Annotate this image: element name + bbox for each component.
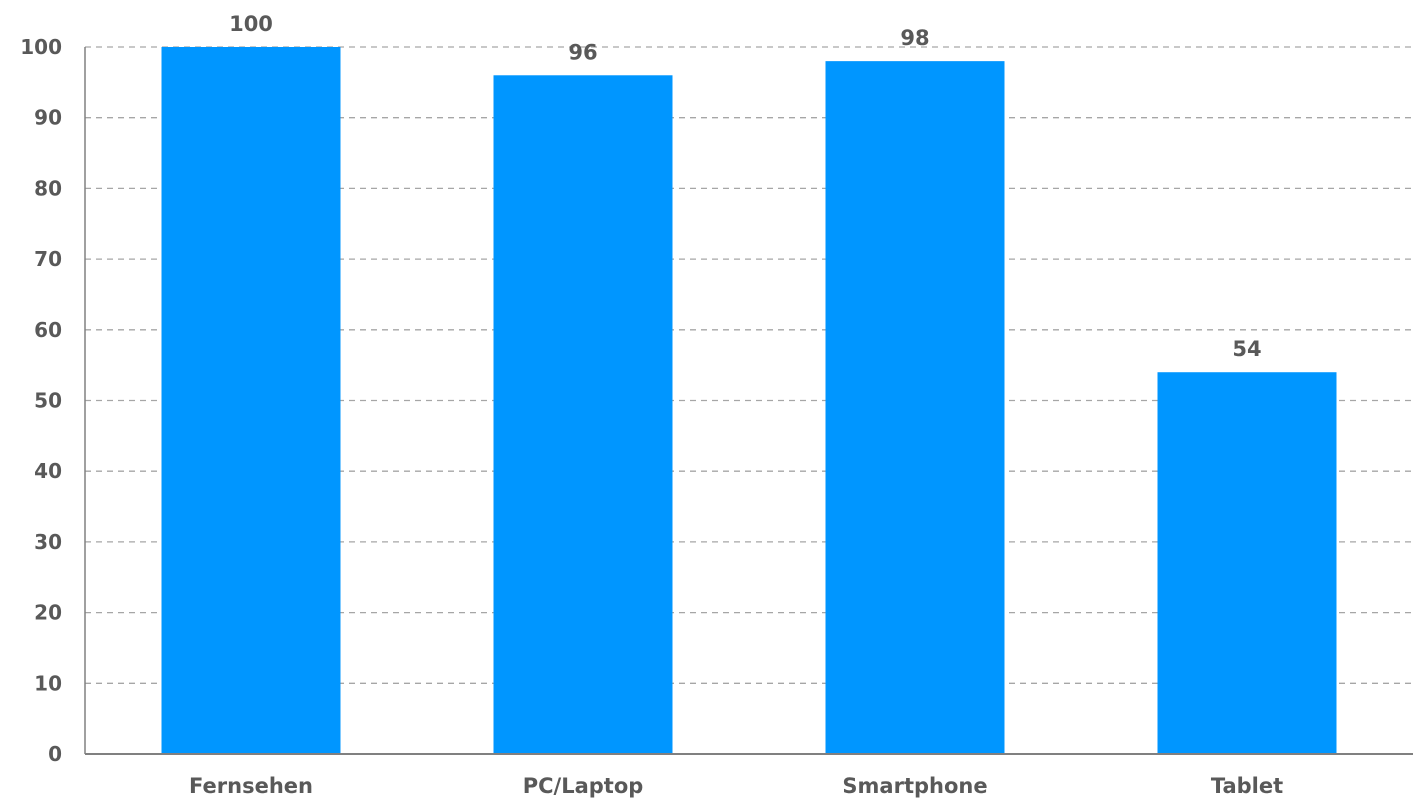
bar <box>493 75 673 754</box>
bar <box>825 61 1005 754</box>
y-tick-label: 50 <box>34 389 62 413</box>
y-tick-label: 20 <box>34 601 62 625</box>
x-tick-label: PC/Laptop <box>523 774 644 798</box>
data-label: 54 <box>1232 337 1261 361</box>
y-tick-label: 40 <box>34 459 62 483</box>
y-tick-label: 90 <box>34 106 62 130</box>
y-tick-label: 0 <box>48 742 62 766</box>
data-label: 96 <box>568 40 597 64</box>
x-tick-label: Tablet <box>1211 774 1283 798</box>
data-label: 100 <box>229 12 273 36</box>
y-tick-label: 10 <box>34 671 62 695</box>
y-tick-label: 60 <box>34 318 62 342</box>
bar <box>161 47 341 754</box>
bars <box>161 47 1337 754</box>
y-tick-label: 30 <box>34 530 62 554</box>
y-tick-label: 80 <box>34 176 62 200</box>
y-tick-label: 100 <box>20 35 62 59</box>
axes <box>84 47 1413 755</box>
labels: 0 10 20 30 40 50 60 70 80 90 100 100 Fernsehen 96 PC/L… <box>20 12 1283 798</box>
x-tick-label: Fernsehen <box>189 774 313 798</box>
x-tick-label: Smartphone <box>842 774 987 798</box>
bar <box>1157 372 1337 754</box>
y-tick-label: 70 <box>34 247 62 271</box>
data-label: 98 <box>900 26 929 50</box>
